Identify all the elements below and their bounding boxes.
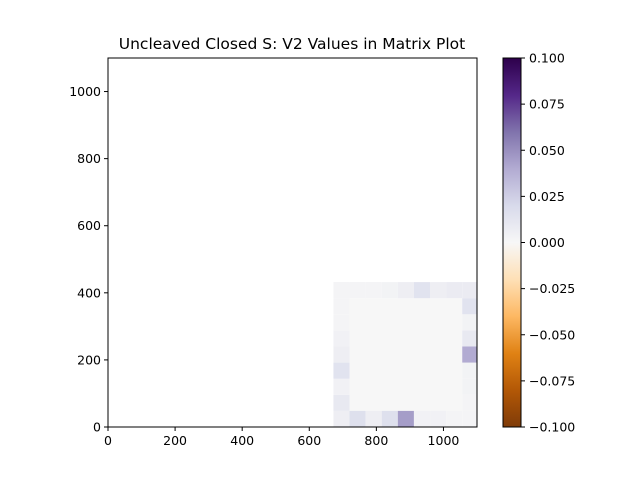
y-tick-label: 800 (77, 151, 101, 166)
heatmap-cell (462, 298, 477, 315)
heatmap-cell (462, 314, 477, 331)
heatmap-cell (365, 282, 382, 299)
heatmap-cell (462, 330, 477, 347)
heatmap-cell (333, 394, 350, 411)
y-axis: 0 200 400 600 800 1000 (69, 84, 108, 435)
heatmap-cells (333, 282, 477, 427)
x-axis: 0 200 400 600 800 1000 (104, 427, 459, 448)
y-tick-label: 600 (77, 218, 101, 233)
heatmap-cell (333, 330, 350, 347)
heatmap-inner-block (349, 298, 463, 411)
x-tick-label: 0 (104, 433, 112, 448)
heatmap-cell (349, 282, 366, 299)
y-tick-label: 400 (77, 285, 101, 300)
heatmap-cell (333, 362, 350, 379)
colorbar-tick-label: −0.050 (529, 327, 575, 342)
heatmap-cell (462, 282, 477, 299)
heatmap-cell (333, 346, 350, 363)
heatmap-cell (333, 410, 350, 427)
colorbar-tick-label: −0.075 (529, 373, 575, 388)
colorbar-gradient (503, 58, 521, 427)
heatmap-cell (413, 282, 431, 299)
heatmap-cell (397, 410, 414, 427)
colorbar-tick-label: 0.025 (529, 189, 565, 204)
heatmap-cell (462, 346, 477, 363)
heatmap-cell (430, 282, 447, 299)
heatmap-cell (413, 410, 431, 427)
heatmap-cell (462, 362, 477, 379)
colorbar-tick-label: 0.050 (529, 143, 565, 158)
heatmap-cell (349, 410, 366, 427)
y-tick-label: 1000 (69, 84, 101, 99)
y-tick-label: 200 (77, 352, 101, 367)
heatmap-cell (333, 378, 350, 395)
x-tick-label: 600 (297, 433, 321, 448)
heatmap-cell (333, 282, 350, 299)
x-tick-label: 400 (230, 433, 254, 448)
heatmap-cell (381, 410, 398, 427)
heatmap-cell (397, 282, 414, 299)
colorbar-tick-label: −0.100 (529, 420, 575, 435)
plot-frame (107, 57, 478, 428)
heatmap-cell (462, 410, 477, 427)
colorbar-tick-label: 0.100 (529, 51, 565, 66)
colorbar: −0.100 −0.075 −0.050 −0.025 0.000 0.025 0.050 0… (502, 51, 575, 435)
heatmap-cell (381, 282, 398, 299)
heatmap-cell (333, 314, 350, 331)
y-tick-label: 0 (93, 420, 101, 435)
x-tick-label: 200 (163, 433, 187, 448)
colorbar-tick-label: 0.000 (529, 235, 565, 250)
heatmap-cell (333, 298, 350, 315)
chart-title: Uncleaved Closed S: V2 Values in Matrix … (119, 35, 465, 53)
heatmap-cell (446, 410, 463, 427)
x-tick-label: 1000 (428, 433, 460, 448)
x-tick-label: 800 (364, 433, 388, 448)
heatmap-cell (462, 378, 477, 395)
colorbar-tick-label: −0.025 (529, 281, 575, 296)
heatmap-cell (462, 394, 477, 411)
heatmap-cell (365, 410, 382, 427)
colorbar-ticks: −0.100 −0.075 −0.050 −0.025 0.000 0.025 0.050 0… (521, 51, 575, 435)
heatmap-cell (430, 410, 447, 427)
heatmap-cell (446, 282, 463, 299)
plot-area (107, 57, 478, 428)
colorbar-tick-label: 0.075 (529, 97, 565, 112)
